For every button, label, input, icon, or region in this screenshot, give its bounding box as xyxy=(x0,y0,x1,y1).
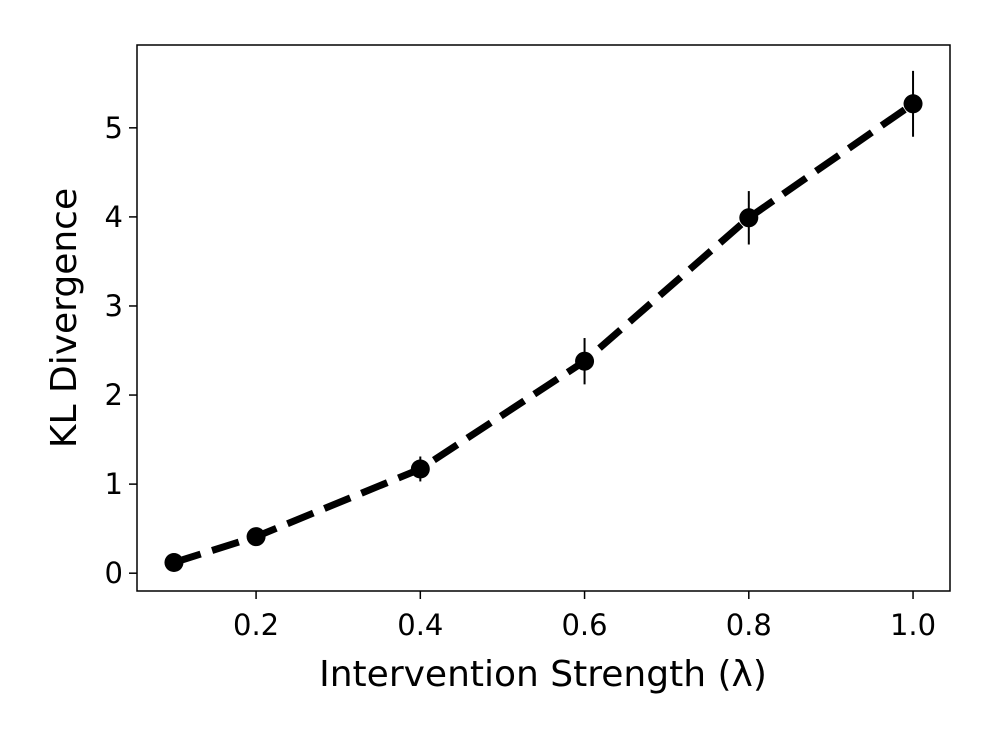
plot-frame xyxy=(136,44,951,592)
y-tick-label: 3 xyxy=(105,289,123,323)
point xyxy=(739,208,759,228)
point xyxy=(903,94,923,114)
y-tick-label: 5 xyxy=(105,111,123,145)
y-tick-label: 4 xyxy=(105,200,123,234)
x-tick-label: 0.4 xyxy=(397,608,443,642)
x-tick-label: 0.8 xyxy=(726,608,772,642)
y-tick-label: 1 xyxy=(105,467,123,501)
x-tick-label: 0.6 xyxy=(561,608,607,642)
series-line xyxy=(172,100,916,566)
point xyxy=(164,552,184,572)
point xyxy=(410,459,430,479)
x-tick-label: 1.0 xyxy=(890,608,936,642)
x-axis-label: Intervention Strength (λ) xyxy=(319,654,767,695)
x-tick-label: 0.2 xyxy=(233,608,279,642)
point xyxy=(575,351,595,371)
y-tick-label: 2 xyxy=(105,378,123,412)
point xyxy=(246,527,266,547)
y-axis-label: KL Divergence xyxy=(44,188,85,448)
y-tick-label: 0 xyxy=(105,556,123,590)
